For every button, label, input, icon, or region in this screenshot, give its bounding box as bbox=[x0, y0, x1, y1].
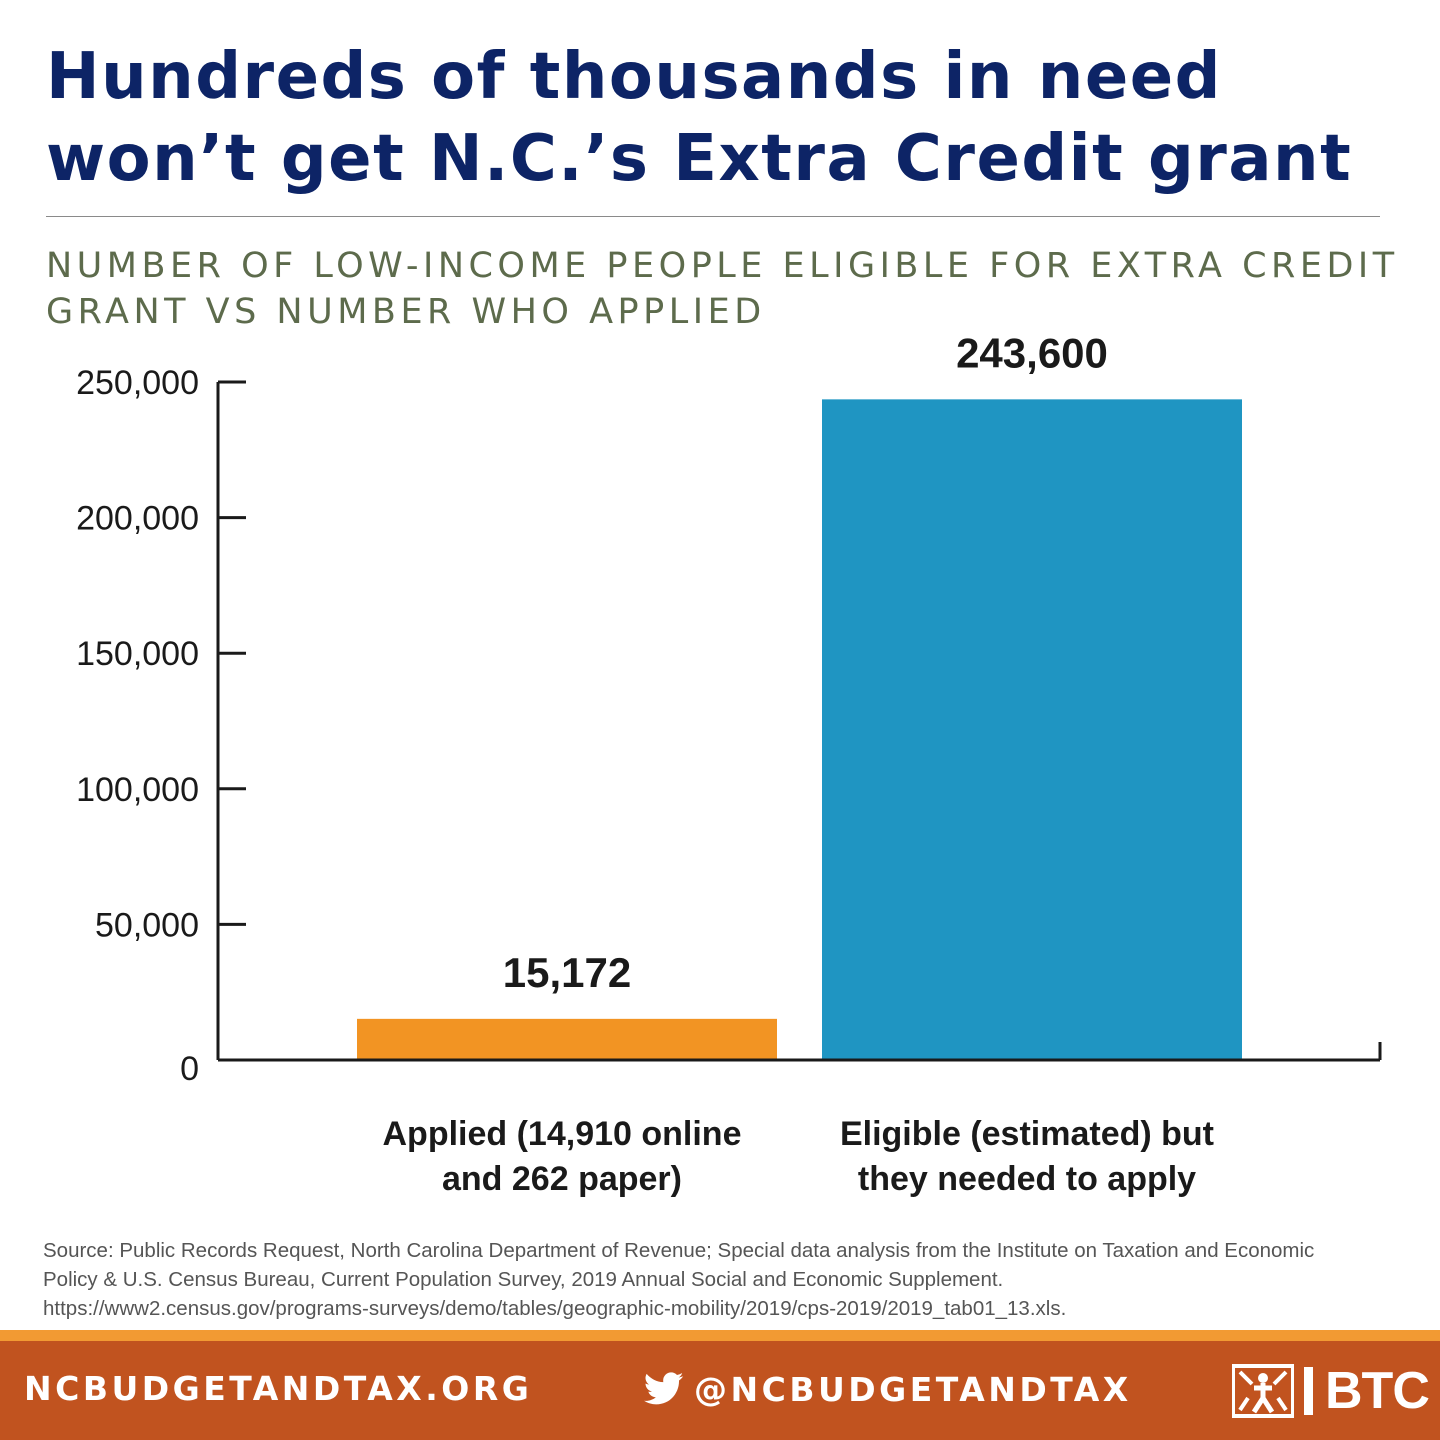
x-category-label: they needed to apply bbox=[858, 1160, 1196, 1198]
logo-separator bbox=[1304, 1367, 1313, 1415]
subtitle-line-2: GRANT VS NUMBER WHO APPLIED bbox=[46, 292, 766, 332]
bar-value-label: 243,600 bbox=[956, 330, 1108, 376]
x-category-label: and 262 paper) bbox=[442, 1160, 682, 1198]
y-tick-label: 250,000 bbox=[76, 364, 199, 402]
x-category-label: Eligible (estimated) but bbox=[840, 1115, 1214, 1153]
footer-band: NCBUDGETANDTAX.ORG @NCBUDGETANDTAX BTC bbox=[0, 1341, 1440, 1440]
title-divider bbox=[46, 216, 1380, 217]
title-line-2: won’t get N.C.’s Extra Credit grant bbox=[46, 122, 1353, 196]
btc-logo[interactable]: BTC bbox=[1232, 1362, 1430, 1420]
chart-subtitle: NUMBER OF LOW-INCOME PEOPLE ELIGIBLE FOR… bbox=[46, 243, 1406, 335]
source-line-1: Source: Public Records Request, North Ca… bbox=[43, 1239, 1315, 1262]
page-title: Hundreds of thousands in need won’t get … bbox=[46, 36, 1416, 200]
y-tick-label: 150,000 bbox=[76, 635, 199, 673]
website-link[interactable]: NCBUDGETANDTAX.ORG bbox=[24, 1369, 533, 1408]
logo-text: BTC bbox=[1325, 1362, 1430, 1420]
bar bbox=[822, 399, 1242, 1060]
y-tick-label: 100,000 bbox=[76, 771, 199, 809]
y-tick-label: 50,000 bbox=[95, 906, 199, 944]
twitter-handle: @NCBUDGETANDTAX bbox=[694, 1369, 1132, 1409]
twitter-bird-icon bbox=[644, 1372, 684, 1405]
bar-chart: 0 50,000 100,000 150,000 200,000 250,000 15,17… bbox=[76, 330, 1382, 1198]
source-line-2: Policy & U.S. Census Bureau, Current Pop… bbox=[43, 1268, 1004, 1291]
footer-accent-stripe bbox=[0, 1330, 1440, 1341]
btc-figures-logo-icon bbox=[1232, 1364, 1294, 1418]
y-tick-label: 200,000 bbox=[76, 500, 199, 538]
x-category-label: Applied (14,910 online bbox=[383, 1115, 742, 1153]
bar bbox=[357, 1018, 777, 1060]
bar-value-label: 15,172 bbox=[503, 949, 631, 996]
twitter-link[interactable]: @NCBUDGETANDTAX bbox=[644, 1367, 1132, 1411]
source-note: Source: Public Records Request, North Ca… bbox=[43, 1236, 1413, 1323]
y-tick-label: 0 bbox=[180, 1050, 199, 1088]
source-line-3: https://www2.census.gov/programs-surveys… bbox=[43, 1297, 1067, 1320]
subtitle-line-1: NUMBER OF LOW-INCOME PEOPLE ELIGIBLE FOR… bbox=[46, 246, 1399, 286]
title-line-1: Hundreds of thousands in need bbox=[46, 40, 1222, 114]
